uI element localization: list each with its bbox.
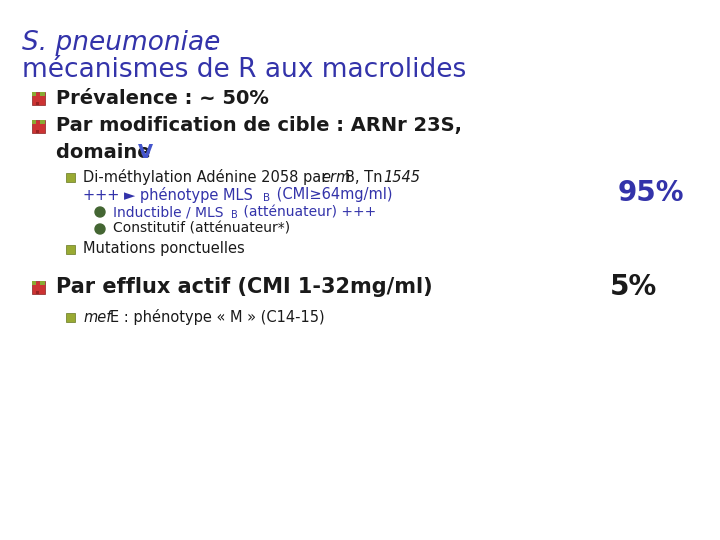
Text: erm: erm [321,170,350,185]
Text: V: V [138,143,153,161]
Text: Prévalence : ~ 50%: Prévalence : ~ 50% [56,89,269,107]
Text: Constitutif (atténuateur*): Constitutif (atténuateur*) [113,222,290,236]
Bar [37,102,40,105]
Text: 1545: 1545 [383,170,420,185]
Text: :: : [198,30,215,56]
Text: Inductible / MLS: Inductible / MLS [113,205,223,219]
Circle shape [95,207,105,217]
Bar [66,172,74,181]
Bar [37,291,40,294]
Text: Par efflux actif (CMI 1-32mg/ml): Par efflux actif (CMI 1-32mg/ml) [56,277,433,297]
Bar [40,281,45,286]
Text: Mutations ponctuelles: Mutations ponctuelles [83,241,245,256]
Circle shape [95,224,105,234]
Text: B: B [263,193,270,203]
Text: 5%: 5% [610,273,657,301]
Text: mef: mef [83,309,112,325]
Text: (CMI≥64mg/ml): (CMI≥64mg/ml) [272,187,392,202]
Text: (atténuateur) +++: (atténuateur) +++ [239,205,377,219]
Bar [40,92,45,97]
Text: domaine: domaine [56,143,158,161]
Bar [37,130,40,132]
Text: mécanismes de R aux macrolides: mécanismes de R aux macrolides [22,57,467,83]
Text: Di-méthylation Adénine 2058 par: Di-méthylation Adénine 2058 par [83,169,332,185]
Text: B: B [231,210,238,220]
Text: +++ ► phénotype MLS: +++ ► phénotype MLS [83,187,253,203]
Bar [40,120,45,124]
Bar [32,92,36,97]
Bar [32,281,36,286]
Text: S. pneumoniae: S. pneumoniae [22,30,220,56]
Bar [66,245,74,253]
Bar [32,280,45,294]
Text: E : phénotype « M » (C14-15): E : phénotype « M » (C14-15) [110,309,325,325]
Text: B, Tn: B, Tn [345,170,382,185]
Bar [32,119,45,132]
Text: 95%: 95% [618,179,685,207]
Bar [32,91,45,105]
Bar [32,120,36,124]
Text: Par modification de cible : ARNr 23S,: Par modification de cible : ARNr 23S, [56,117,462,136]
Bar [66,313,74,321]
